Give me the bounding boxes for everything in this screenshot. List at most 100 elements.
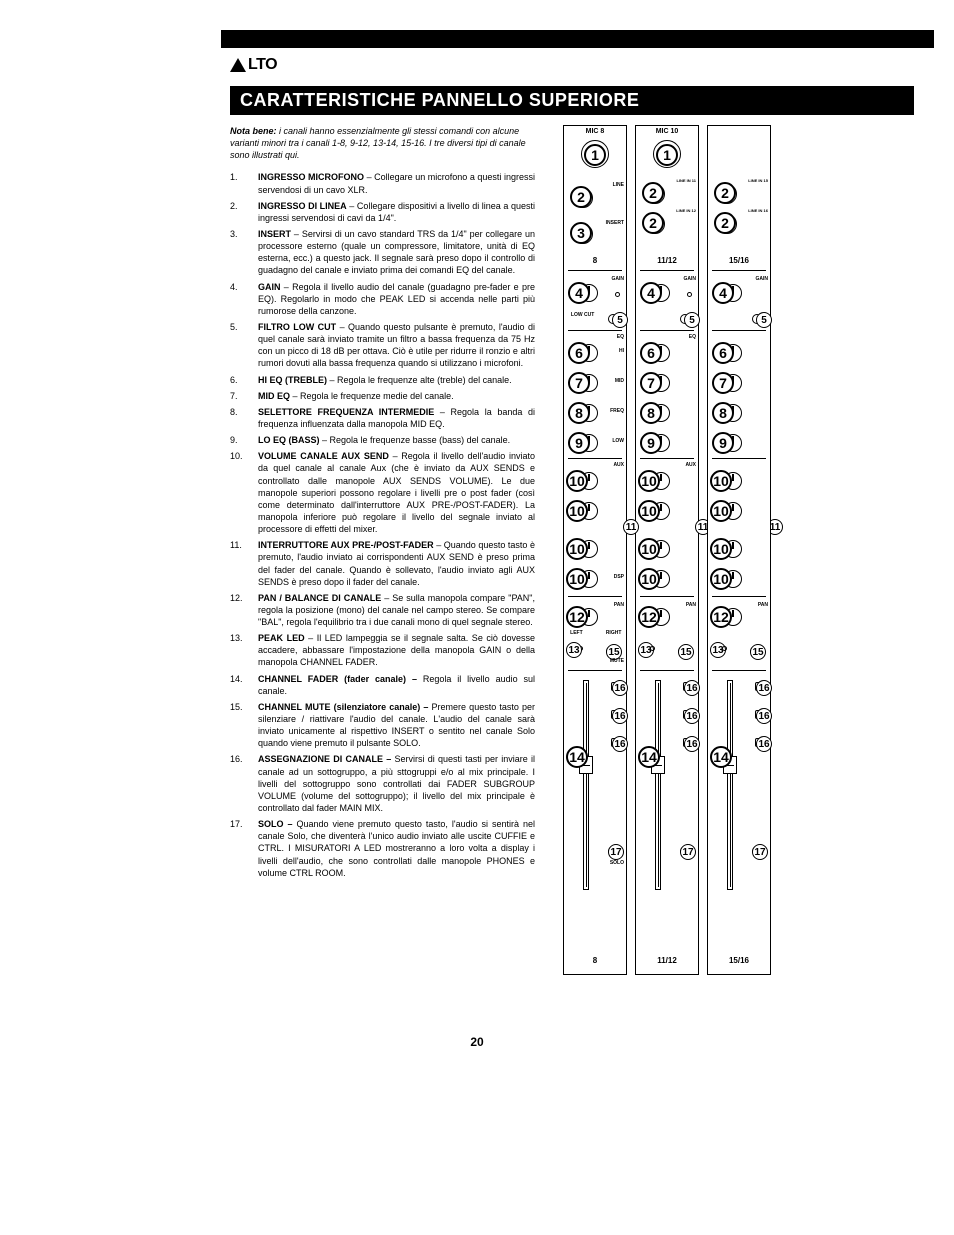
sep (712, 670, 766, 671)
list-item: SELETTORE FREQUENZA INTERMEDIE – Regola … (230, 406, 535, 430)
item-body: – Regola le frequenze alte (treble) del … (327, 375, 512, 385)
callout-16a: 16 (612, 680, 628, 696)
list-item: CHANNEL FADER (fader canale) – Regola il… (230, 673, 535, 697)
callout-10b: 10 (566, 500, 588, 522)
callout-10a: 10 (710, 470, 732, 492)
callout-5: 5 (684, 312, 700, 328)
list-item: INSERT – Servirsi di un cavo standard TR… (230, 228, 535, 277)
item-title: INSERT (258, 229, 291, 239)
sep (568, 596, 622, 597)
callout-12: 12 (566, 606, 588, 628)
callout-6: 6 (568, 342, 590, 364)
right-label: RIGHT (606, 630, 622, 636)
fader-track-icon (727, 680, 733, 890)
list-item: FILTRO LOW CUT – Quando questo pulsante … (230, 321, 535, 370)
hi-label: HI (619, 348, 624, 354)
section-title: CARATTERISTICHE PANNELLO SUPERIORE (230, 86, 914, 115)
callout-15: 15 (678, 644, 694, 660)
strip1-footer: 8 (564, 956, 626, 965)
callout-9: 9 (568, 432, 590, 454)
eq-label: EQ (617, 334, 624, 340)
item-title: CHANNEL FADER (fader canale) – (258, 674, 417, 684)
list-item: SOLO – Quando viene premuto questo tasto… (230, 818, 535, 879)
callout-3: 3 (570, 222, 592, 244)
strip1-mic-label: MIC 8 (564, 126, 626, 135)
item-title: ASSEGNAZIONE DI CANALE – (258, 754, 391, 764)
solo-label: SOLO (610, 860, 624, 866)
logo: LTO (230, 56, 934, 74)
item-title: SELETTORE FREQUENZA INTERMEDIE (258, 407, 434, 417)
sep (712, 330, 766, 331)
item-title: GAIN (258, 282, 281, 292)
callout-4: 4 (712, 282, 734, 304)
strip2-footer: 11/12 (636, 956, 698, 965)
item-title: CHANNEL MUTE (silenziatore canale) – (258, 702, 428, 712)
callout-15: 15 (750, 644, 766, 660)
item-body: – Regola il livello audio del canale (gu… (258, 282, 535, 316)
callout-12: 12 (710, 606, 732, 628)
note-paragraph: Nota bene: i canali hanno essenzialmente… (230, 125, 535, 161)
left-label: LEFT (570, 630, 583, 636)
list-item: HI EQ (TREBLE) – Regola le frequenze alt… (230, 374, 535, 386)
ch-label-mid: 11/12 (636, 256, 698, 265)
callout-2: 2 (570, 186, 592, 208)
callout-10a: 10 (638, 470, 660, 492)
callout-10a: 10 (566, 470, 588, 492)
callout-16c: 16 (612, 736, 628, 752)
line15-label: LINE IN 15 (748, 178, 768, 183)
sep (640, 458, 694, 459)
callout-10b: 10 (638, 500, 660, 522)
ch-label-mid: 8 (564, 256, 626, 265)
item-title: PEAK LED (258, 633, 305, 643)
sep (568, 330, 622, 331)
callout-17: 17 (752, 844, 768, 860)
list-item: VOLUME CANALE AUX SEND – Regola il livel… (230, 450, 535, 535)
channel-strip-3: LINE IN 15 2 LINE IN 16 2 15/16 GAIN 4 5… (707, 125, 771, 975)
callout-9: 9 (640, 432, 662, 454)
callout-1: 1 (656, 144, 678, 166)
item-title: HI EQ (TREBLE) (258, 375, 327, 385)
low-label: LOW (612, 438, 624, 444)
mid-label: MID (615, 378, 624, 384)
page-root: LTO CARATTERISTICHE PANNELLO SUPERIORE N… (0, 0, 954, 1089)
list-item: CHANNEL MUTE (silenziatore canale) – Pre… (230, 701, 535, 750)
line12-label: LINE IN 12 (676, 208, 696, 213)
list-item: ASSEGNAZIONE DI CANALE – Servirsi di que… (230, 753, 535, 814)
gain-label: GAIN (684, 276, 697, 282)
note-label: Nota bene: (230, 126, 277, 136)
callout-10c: 10 (710, 538, 732, 560)
freq-label: FREQ (610, 408, 624, 414)
insert-label: INSERT (606, 220, 624, 226)
ch-label-mid: 15/16 (708, 256, 770, 265)
list-item: INGRESSO DI LINEA – Collegare dispositiv… (230, 200, 535, 224)
gain-label: GAIN (612, 276, 625, 282)
callout-7: 7 (640, 372, 662, 394)
callout-10c: 10 (566, 538, 588, 560)
item-body: – Servirsi di un cavo standard TRS da 1/… (258, 229, 535, 275)
mute-label: MUTE (610, 658, 624, 664)
callout-14: 14 (566, 746, 588, 768)
item-title: INGRESSO MICROFONO (258, 172, 364, 182)
callout-16c: 16 (684, 736, 700, 752)
line16-label: LINE IN 16 (748, 208, 768, 213)
callout-2a: 2 (714, 182, 736, 204)
item-body: – Regola le frequenze basse (bass) del c… (320, 435, 511, 445)
strip3-footer: 15/16 (708, 956, 770, 965)
callout-17: 17 (608, 844, 624, 860)
callout-8: 8 (712, 402, 734, 424)
sep (640, 270, 694, 271)
item-title: INGRESSO DI LINEA (258, 201, 347, 211)
aux-label: AUX (685, 462, 696, 468)
callout-10c: 10 (638, 538, 660, 560)
peak-led-icon (615, 292, 620, 297)
item-title: FILTRO LOW CUT (258, 322, 336, 332)
callout-10d: 10 (710, 568, 732, 590)
sep (640, 330, 694, 331)
callout-5: 5 (612, 312, 628, 328)
list-item: PAN / BALANCE DI CANALE – Se sulla manop… (230, 592, 535, 628)
sep (712, 458, 766, 459)
item-title: PAN / BALANCE DI CANALE (258, 593, 381, 603)
logo-triangle-icon (230, 58, 246, 72)
sep (640, 596, 694, 597)
logo-text: LTO (248, 56, 277, 74)
